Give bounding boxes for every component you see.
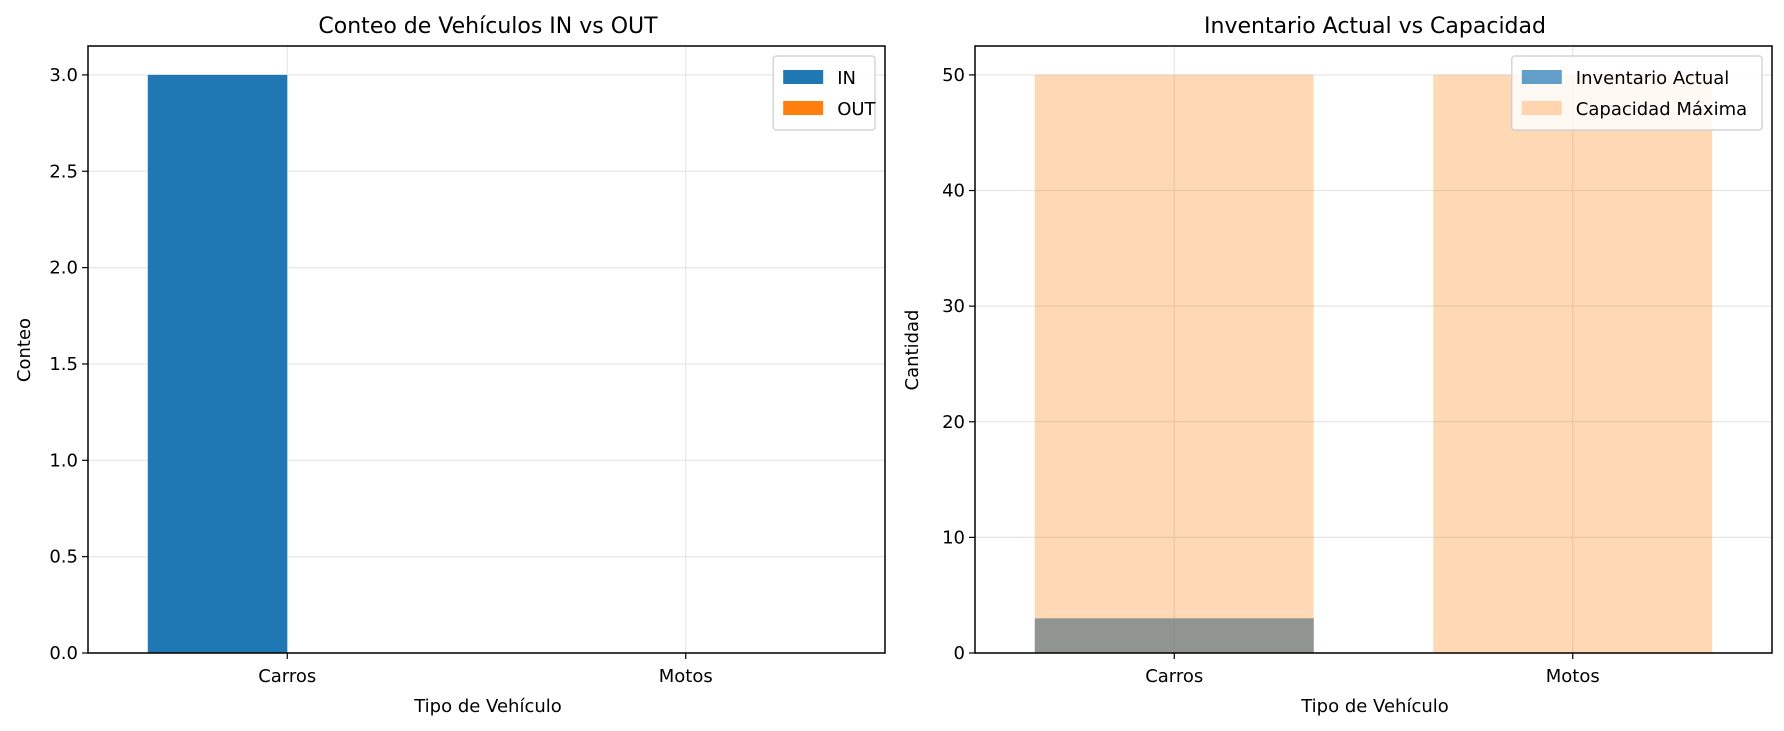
legend-swatch-capacidad-maxima xyxy=(1521,101,1562,115)
y-tick-label: 2.5 xyxy=(49,161,78,182)
plot-frame xyxy=(87,45,886,654)
chart-title: Inventario Actual vs Capacidad xyxy=(1204,14,1546,39)
bar-inventario-actual-carros xyxy=(1034,618,1314,653)
y-tick-label: 20 xyxy=(942,412,965,433)
x-ticks: Carros Motos xyxy=(1145,653,1600,687)
legend-label-capacidad-maxima: Capacidad Máxima xyxy=(1576,99,1747,120)
y-tick-label: 10 xyxy=(942,527,965,548)
legend-label-out: OUT xyxy=(837,99,876,120)
chart-inventario-vs-capacidad: Inventario Actual vs Capacidad Carros Mot… xyxy=(902,14,1773,717)
x-axis-label: Tipo de Vehículo xyxy=(1300,696,1449,717)
y-axis-label: Cantidad xyxy=(902,310,923,391)
x-tick-label-carros: Carros xyxy=(258,666,316,687)
legend-label-in: IN xyxy=(837,68,856,89)
y-tick-label: 1.0 xyxy=(49,450,78,471)
bars xyxy=(1034,74,1713,653)
chart-title: Conteo de Vehículos IN vs OUT xyxy=(318,14,658,39)
x-tick-label-carros: Carros xyxy=(1145,666,1203,687)
x-axis-label: Tipo de Vehículo xyxy=(413,696,562,717)
y-tick-label: 40 xyxy=(942,181,965,202)
x-ticks: Carros Motos xyxy=(258,653,713,687)
y-tick-label: 2.0 xyxy=(49,258,78,279)
y-tick-label: 50 xyxy=(942,65,965,86)
legend-swatch-inventario-actual xyxy=(1521,70,1562,84)
x-tick-label-motos: Motos xyxy=(1546,666,1600,687)
legend-box xyxy=(1511,55,1763,131)
y-axis-label: Conteo xyxy=(14,318,35,382)
y-ticks: 0.0 0.5 1.0 1.5 2.0 2.5 3.0 xyxy=(49,65,88,664)
bars xyxy=(147,74,288,653)
bar-capacidad-maxima-motos xyxy=(1433,74,1713,653)
legend-swatch-in xyxy=(783,70,824,84)
y-tick-label: 0.5 xyxy=(49,547,78,568)
y-tick-label: 1.5 xyxy=(49,354,78,375)
legend-label-inventario-actual: Inventario Actual xyxy=(1576,68,1729,89)
y-tick-label: 0 xyxy=(954,643,965,664)
y-ticks: 0 10 20 30 40 50 xyxy=(942,65,975,664)
plot-frame xyxy=(974,45,1773,654)
x-tick-label-motos: Motos xyxy=(659,666,713,687)
legend-swatch-out xyxy=(783,101,824,115)
y-tick-label: 0.0 xyxy=(49,643,78,664)
chart-in-vs-out: Conteo de Vehículos IN vs OUT Carros Moto… xyxy=(14,14,886,717)
legend: IN OUT xyxy=(772,55,877,131)
bar-in-carros xyxy=(147,74,288,653)
y-tick-label: 30 xyxy=(942,296,965,317)
bar-capacidad-maxima-carros xyxy=(1034,74,1314,653)
legend: Inventario Actual Capacidad Máxima xyxy=(1511,55,1763,131)
y-tick-label: 3.0 xyxy=(49,65,78,86)
